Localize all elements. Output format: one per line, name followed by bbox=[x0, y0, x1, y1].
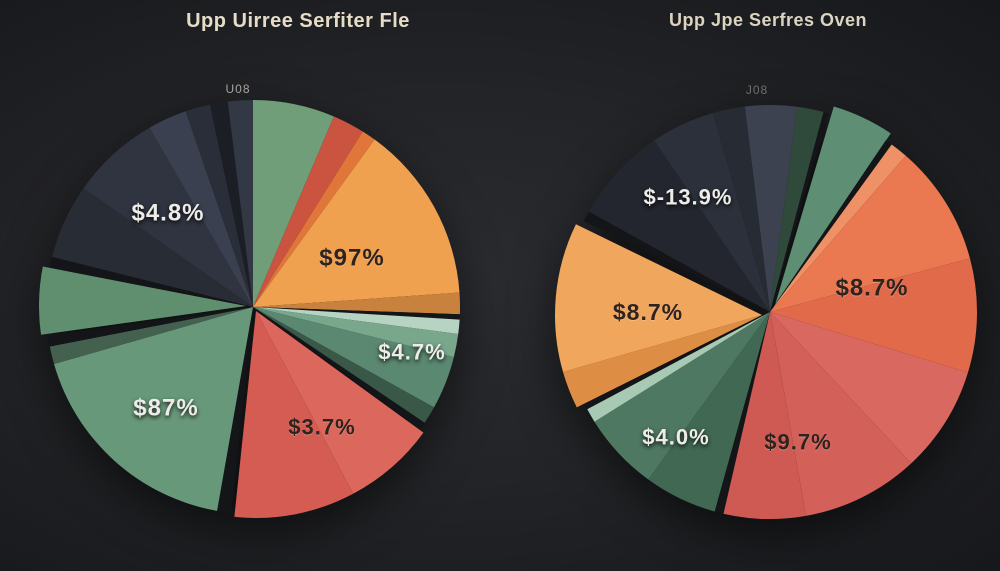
pie-slice-darkteal-sliver bbox=[253, 307, 435, 423]
pie-slice-charcoal-c bbox=[712, 106, 770, 313]
slice-label: $9.7% bbox=[764, 430, 831, 455]
slice-label: $4.0% bbox=[642, 425, 709, 450]
slice-label: $8.7% bbox=[613, 299, 683, 325]
pie-slice-gap bbox=[583, 211, 770, 312]
slice-label: $8.7% bbox=[835, 274, 908, 301]
pie-slice-charcoal-b bbox=[654, 113, 770, 312]
pie-slice-gap bbox=[584, 312, 770, 410]
pie-slice-red-c bbox=[723, 312, 806, 520]
pie-slice-green-big-bevel bbox=[49, 307, 253, 365]
pie-slice-gap bbox=[253, 307, 460, 320]
pie-slice-red-a bbox=[770, 312, 968, 464]
pie-slice-green-exploded bbox=[775, 106, 891, 305]
pie-slice-green-top bbox=[253, 100, 334, 307]
pie-slice-green-big bbox=[54, 307, 253, 511]
pie-slice-darkgreen-a bbox=[648, 312, 770, 512]
pie-slice-green-small bbox=[253, 307, 454, 408]
pie-slice-gap bbox=[770, 112, 829, 313]
pie-slice-green-exploded bbox=[39, 266, 247, 335]
pie-slice-navy-sliver bbox=[227, 100, 253, 307]
pie-chart: $-13.9% $8.7% $8.7% $4.0% $9.7% bbox=[554, 105, 977, 520]
pie-slice-gap bbox=[48, 307, 253, 347]
slice-label: $-13.9% bbox=[644, 185, 733, 210]
pie-slice-green-highlight bbox=[253, 307, 459, 358]
pie-slice-orange-main bbox=[554, 224, 762, 373]
pie-slice-orange-dark-facet bbox=[563, 315, 762, 408]
pie-slice-charcoal-a bbox=[588, 140, 770, 312]
pie-slice-gap bbox=[253, 307, 425, 429]
pie-slice-gap bbox=[217, 307, 253, 513]
pie-slice-mint-sliver bbox=[587, 312, 770, 422]
pie-slice-mint-sliver bbox=[253, 307, 460, 335]
pie-slice-charcoal-d bbox=[185, 104, 253, 308]
right-chart-title: Upp Jpe Serfres Oven bbox=[668, 10, 868, 30]
pie-slice-darkgreen-b bbox=[594, 312, 770, 480]
pie-slice-navy-top bbox=[744, 105, 798, 312]
slice-label: $4.8% bbox=[131, 199, 204, 226]
pie-slice-coral-bright bbox=[770, 155, 970, 312]
pie-slice-coral-main bbox=[770, 258, 977, 373]
pie-slice-charcoal-a bbox=[52, 188, 253, 307]
pie-slice-darkgreen-sliver bbox=[770, 106, 824, 313]
pie-slice-salmon-highlight bbox=[770, 144, 906, 312]
slice-label: $97% bbox=[319, 244, 384, 271]
pie-slice-orange-dark-facet bbox=[253, 292, 460, 315]
left-chart-subtitle: U08 bbox=[225, 82, 251, 96]
pie-slice-orange-main bbox=[253, 139, 460, 307]
slice-label: $87% bbox=[133, 394, 198, 421]
pie-slice-orange-sliver bbox=[253, 131, 375, 307]
pie-slice-red-b bbox=[770, 312, 912, 516]
pie-chart: $4.8% $97% $4.7% $87% $3.7% bbox=[39, 100, 460, 518]
pie-slice-charcoal-c bbox=[149, 111, 253, 308]
pie-slice-gap bbox=[714, 312, 770, 514]
pie-slice-black-sliver bbox=[209, 101, 253, 308]
pie-slice-red-dark bbox=[234, 311, 354, 518]
left-chart-title: Upp Uirree Serfiter Fle bbox=[186, 10, 410, 32]
pie-slice-gap bbox=[49, 256, 253, 307]
slice-label: $3.7% bbox=[288, 415, 355, 440]
pie-slice-red-sliver bbox=[253, 116, 363, 307]
slice-label: $4.7% bbox=[378, 340, 445, 365]
pie-slice-gap bbox=[770, 140, 892, 312]
pie-slice-charcoal-b bbox=[83, 127, 254, 307]
pie-slice-red-light bbox=[256, 311, 424, 494]
right-chart-subtitle: J08 bbox=[745, 83, 769, 97]
